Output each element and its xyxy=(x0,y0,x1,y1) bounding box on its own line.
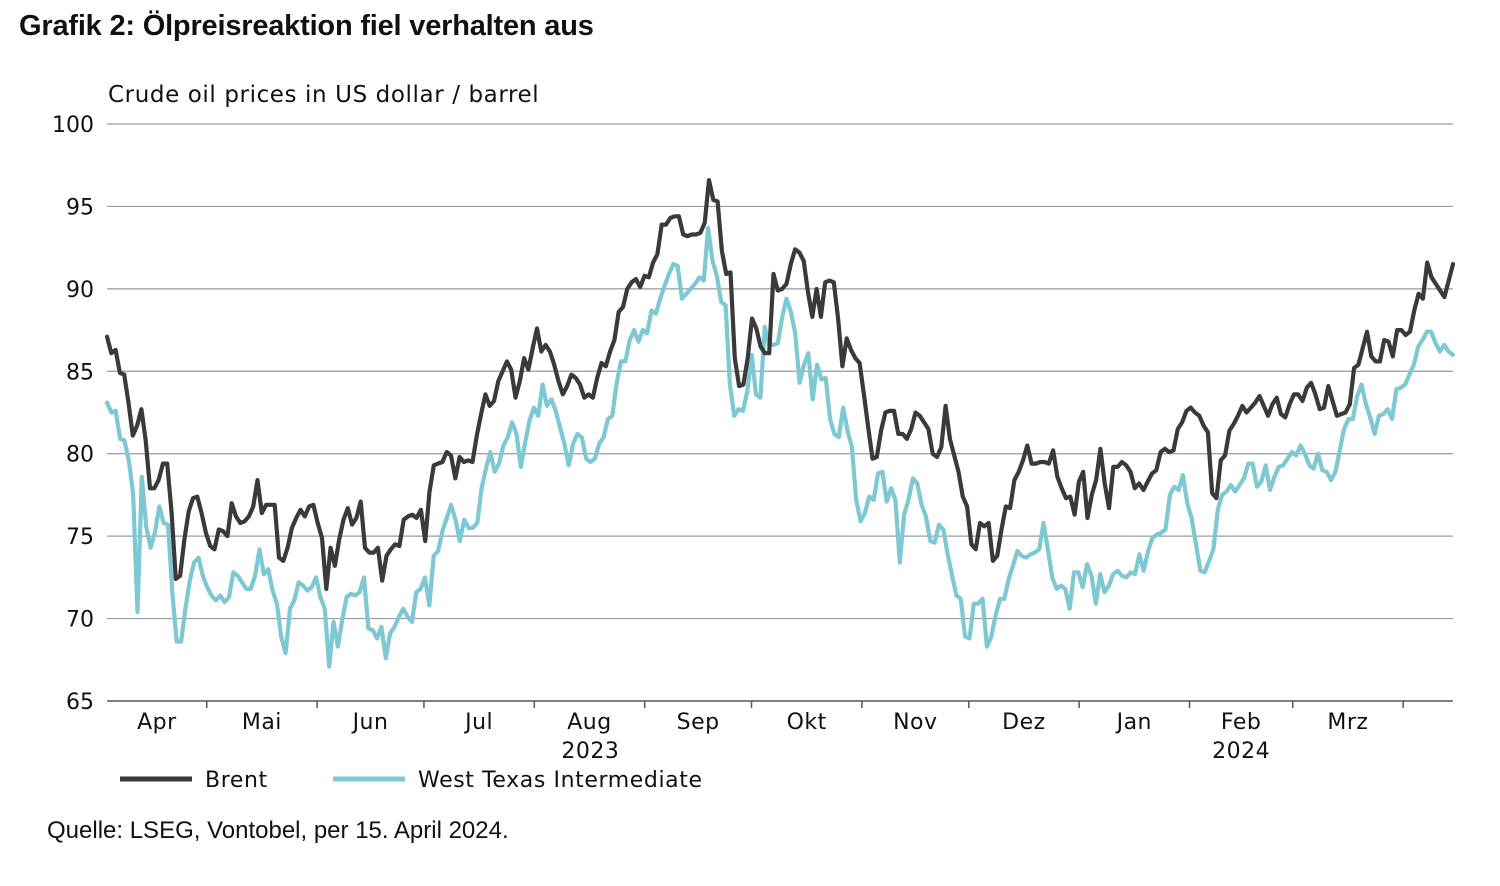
x-tick-label: Aug xyxy=(567,710,611,735)
x-year-label: 2024 xyxy=(1212,739,1270,764)
x-tick-label: Dez xyxy=(1002,710,1046,735)
series-line-brent xyxy=(104,178,1456,592)
legend-label-brent: Brent xyxy=(205,768,268,793)
y-tick-label: 65 xyxy=(66,690,94,715)
x-tick-label: Apr xyxy=(137,710,177,735)
x-tick-label: Jul xyxy=(463,710,493,735)
x-tick-label: Jun xyxy=(351,710,389,735)
source-note: Quelle: LSEG, Vontobel, per 15. April 20… xyxy=(47,817,509,844)
y-tick-label: 80 xyxy=(66,443,94,468)
y-tick-label: 90 xyxy=(66,278,94,303)
legend-label-west-texas-intermediate: West Texas Intermediate xyxy=(418,768,703,793)
y-axis-label: Crude oil prices in US dollar / barrel xyxy=(108,82,539,108)
x-tick-label: Feb xyxy=(1221,710,1261,735)
x-tick-label: Sep xyxy=(677,710,720,735)
y-tick-label: 75 xyxy=(66,525,94,550)
x-tick-label: Jan xyxy=(1115,710,1152,735)
y-tick-label: 70 xyxy=(66,608,94,633)
y-tick-label: 85 xyxy=(66,360,94,385)
series-lines xyxy=(104,178,1456,669)
x-tick-label: Mai xyxy=(242,710,282,735)
series-line-west-texas-intermediate xyxy=(104,225,1456,669)
y-tick-label: 100 xyxy=(52,113,94,138)
y-axis-ticks: 65 70 75 80 85 90 95 100 xyxy=(52,113,94,715)
chart-title: Grafik 2: Ölpreisreaktion fiel verhalten… xyxy=(19,10,594,42)
legend: Brent West Texas Intermediate xyxy=(120,768,703,793)
x-tick-label: Okt xyxy=(787,710,827,735)
y-tick-label: 95 xyxy=(66,195,94,220)
gridlines xyxy=(107,123,1453,620)
x-year-label: 2023 xyxy=(561,739,619,764)
x-tick-label: Nov xyxy=(893,710,937,735)
x-tick-label: Mrz xyxy=(1327,710,1368,735)
x-axis: Apr Mai Jun Jul Aug Sep Okt Nov Dez Jan Feb Mrz 2023… xyxy=(107,700,1453,764)
